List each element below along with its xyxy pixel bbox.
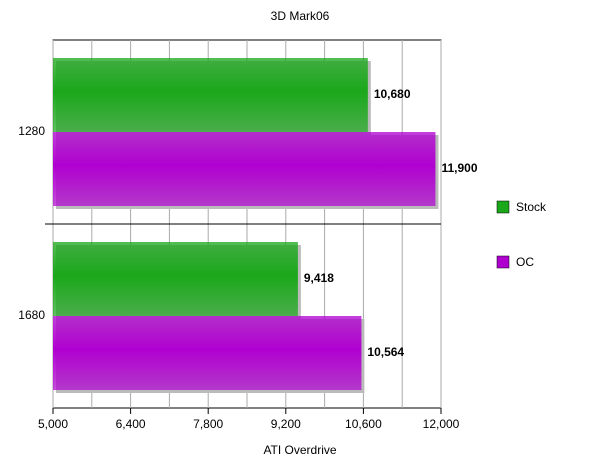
legend-swatch [496,200,510,214]
legend-label: Stock [516,200,547,214]
x-tick-label: 6,400 [116,417,146,431]
x-tick-label: 12,000 [423,417,460,431]
x-axis-label: ATI Overdrive [263,443,336,457]
x-tick-label: 10,600 [345,417,382,431]
chart-title: 3D Mark06 [271,9,330,23]
bar [53,242,298,316]
legend-swatch [496,255,510,269]
legend-label: OC [516,255,534,269]
x-tick-label: 7,800 [193,417,223,431]
y-tick-label: 1680 [18,308,45,322]
value-label: 9,418 [304,271,334,285]
x-tick-label: 9,200 [271,417,301,431]
x-tick-label: 5,000 [38,417,68,431]
bar [53,316,362,390]
y-tick-label: 1280 [18,124,45,138]
value-label: 11,900 [441,161,477,175]
value-label: 10,680 [374,87,411,101]
bar [53,58,368,132]
value-label: 10,564 [367,345,404,359]
bar [53,132,436,206]
